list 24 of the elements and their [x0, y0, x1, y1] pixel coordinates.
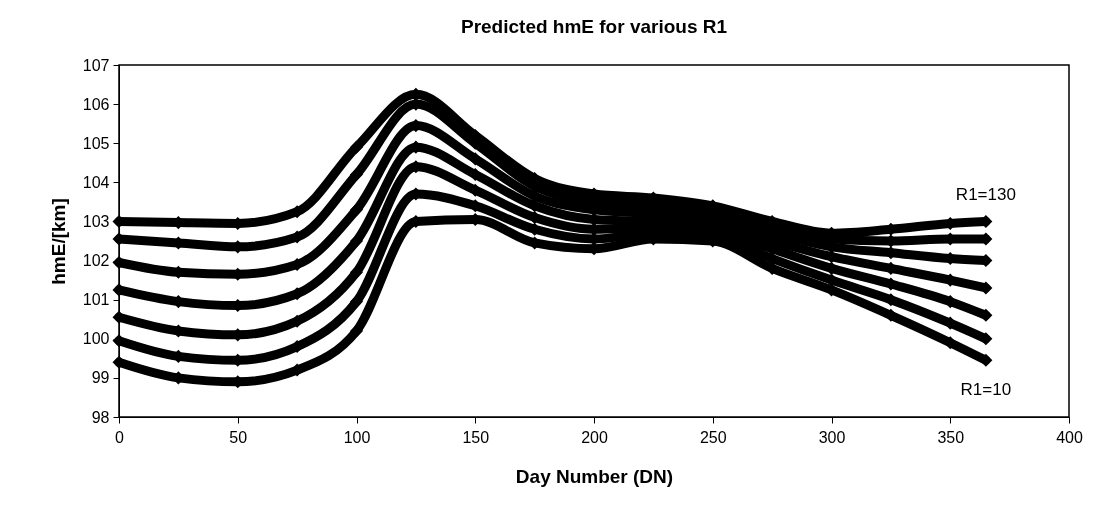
y-tick-label: 101 [82, 291, 110, 309]
x-tick-label: 0 [115, 428, 125, 446]
y-tick-label: 98 [91, 408, 110, 426]
x-tick-label: 350 [937, 428, 965, 446]
y-tick-label: 106 [82, 95, 110, 113]
x-axis-title: Day Number (DN) [515, 465, 674, 487]
x-tick-label: 400 [1056, 428, 1083, 446]
y-tick-label: 105 [82, 134, 110, 152]
y-tick-label: 107 [82, 56, 110, 74]
x-tick-label: 200 [581, 428, 608, 446]
y-tick-label: 102 [82, 252, 110, 270]
chart-title: Predicted hmE for various R1 [460, 16, 728, 37]
y-tick-label: 104 [82, 173, 110, 191]
x-tick-label: 250 [699, 428, 727, 446]
y-axis-title: hmE/[km] [47, 198, 69, 285]
x-tick-label: 50 [229, 428, 248, 446]
y-tick-label: 100 [82, 330, 110, 348]
series-label: R1=10 [960, 380, 1012, 400]
y-tick-label: 103 [82, 212, 110, 230]
x-tick-label: 300 [818, 428, 846, 446]
x-tick-label: 150 [462, 428, 490, 446]
x-tick-label: 100 [343, 428, 371, 446]
series-label: R1=130 [955, 185, 1016, 205]
y-tick-label: 99 [91, 369, 110, 387]
